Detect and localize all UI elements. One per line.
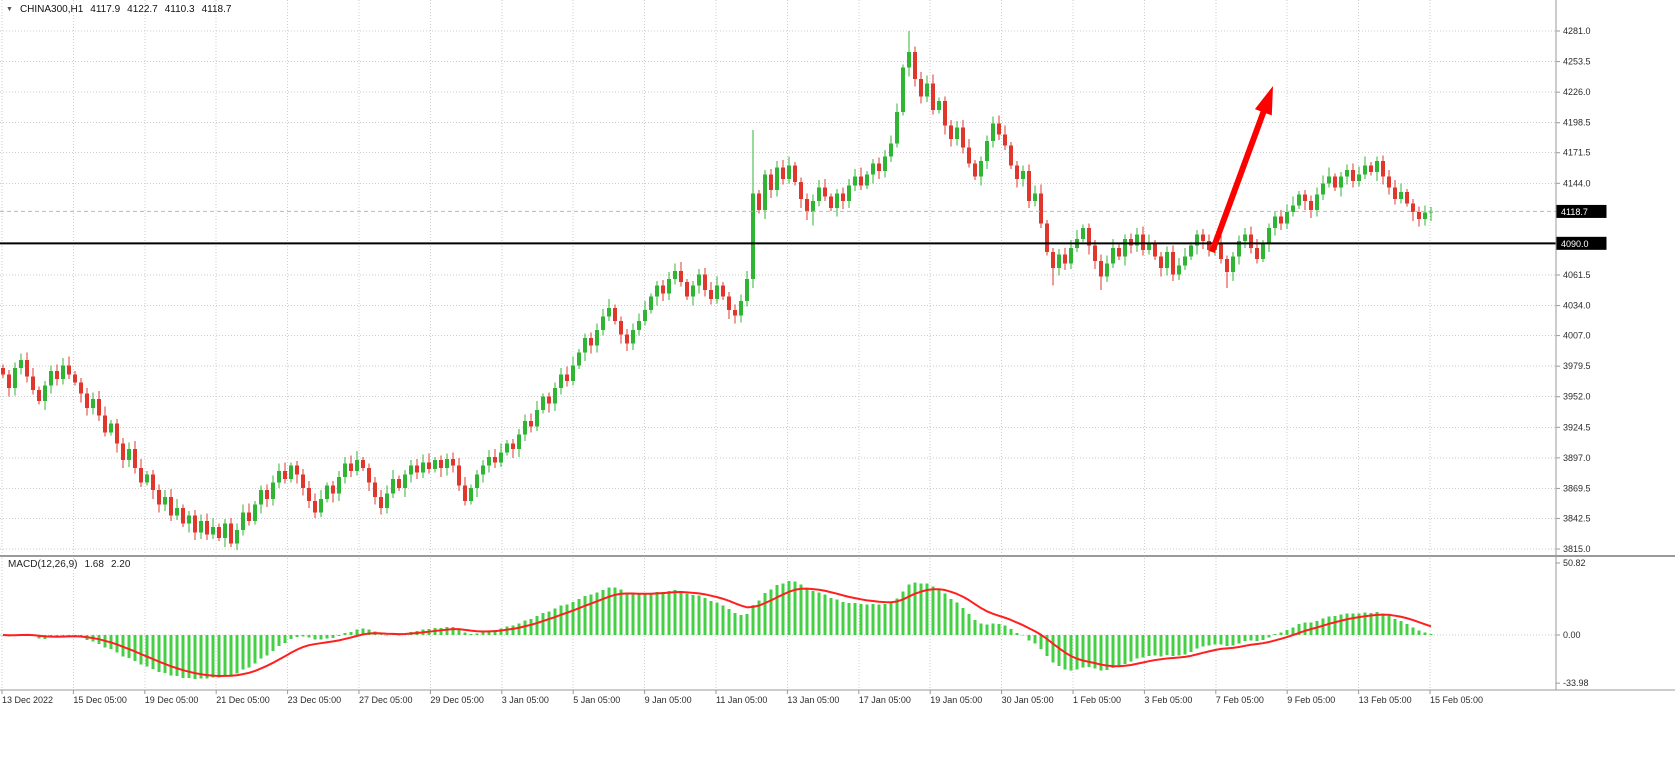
candlesticks bbox=[1, 31, 1433, 551]
svg-text:21 Dec 05:00: 21 Dec 05:00 bbox=[216, 695, 270, 705]
svg-text:9 Feb 05:00: 9 Feb 05:00 bbox=[1287, 695, 1335, 705]
svg-text:29 Dec 05:00: 29 Dec 05:00 bbox=[430, 695, 484, 705]
ohlc-open: 4117.9 bbox=[90, 4, 121, 15]
svg-text:13 Feb 05:00: 13 Feb 05:00 bbox=[1359, 695, 1412, 705]
svg-text:4281.0: 4281.0 bbox=[1563, 26, 1591, 36]
svg-text:4090.0: 4090.0 bbox=[1561, 239, 1589, 249]
svg-text:5 Jan 05:00: 5 Jan 05:00 bbox=[573, 695, 620, 705]
svg-text:30 Jan 05:00: 30 Jan 05:00 bbox=[1002, 695, 1054, 705]
svg-text:11 Jan 05:00: 11 Jan 05:00 bbox=[716, 695, 767, 705]
svg-text:13 Jan 05:00: 13 Jan 05:00 bbox=[787, 695, 839, 705]
indicator-label: MACD(12,26,9) 1.68 2.20 bbox=[8, 559, 130, 570]
indicator-signal-value: 2.20 bbox=[110, 559, 131, 570]
ohlc-high: 4122.7 bbox=[127, 4, 158, 15]
time-axis-labels: 13 Dec 2022 15 Dec 05:00 19 Dec 05:00 21 De… bbox=[1, 690, 1483, 705]
macd-signal-line bbox=[2, 587, 1432, 677]
symbol-info: ▼ CHINA300,H1 4117.9 4122.7 4110.3 4118.… bbox=[6, 4, 231, 15]
svg-text:27 Dec 05:00: 27 Dec 05:00 bbox=[359, 695, 413, 705]
ohlc-close: 4118.7 bbox=[201, 4, 232, 15]
price-tag-current: 4118.7 bbox=[1556, 204, 1607, 218]
svg-text:3924.5: 3924.5 bbox=[1563, 422, 1591, 432]
svg-text:4144.0: 4144.0 bbox=[1563, 178, 1591, 188]
svg-text:50.82: 50.82 bbox=[1563, 558, 1586, 568]
svg-text:4007.0: 4007.0 bbox=[1563, 331, 1591, 341]
price-axis-labels: 4281.0 4253.5 4226.0 4198.5 4171.5 4144.0 4061… bbox=[1556, 26, 1591, 688]
svg-text:1 Feb 05:00: 1 Feb 05:00 bbox=[1073, 695, 1121, 705]
svg-text:3979.5: 3979.5 bbox=[1563, 361, 1591, 371]
svg-text:3869.5: 3869.5 bbox=[1563, 483, 1591, 493]
svg-text:19 Jan 05:00: 19 Jan 05:00 bbox=[930, 695, 982, 705]
ohlc-low: 4110.3 bbox=[164, 4, 195, 15]
grid bbox=[0, 0, 1556, 690]
svg-text:3 Jan 05:00: 3 Jan 05:00 bbox=[502, 695, 549, 705]
svg-text:-33.98: -33.98 bbox=[1563, 678, 1589, 688]
indicator-name: MACD(12,26,9) bbox=[8, 559, 78, 570]
svg-text:15 Dec 05:00: 15 Dec 05:00 bbox=[73, 695, 127, 705]
svg-text:23 Dec 05:00: 23 Dec 05:00 bbox=[288, 695, 342, 705]
svg-text:3 Feb 05:00: 3 Feb 05:00 bbox=[1144, 695, 1192, 705]
svg-text:4171.5: 4171.5 bbox=[1563, 148, 1591, 158]
svg-text:3952.0: 3952.0 bbox=[1563, 392, 1591, 402]
svg-text:4118.7: 4118.7 bbox=[1561, 207, 1588, 217]
price-tag-level: 4090.0 bbox=[1556, 236, 1607, 250]
svg-text:0.00: 0.00 bbox=[1563, 630, 1581, 640]
indicator-macd-value: 1.68 bbox=[84, 559, 104, 570]
svg-text:15 Feb 05:00: 15 Feb 05:00 bbox=[1430, 695, 1483, 705]
trend-arrow-head[interactable] bbox=[1254, 86, 1273, 116]
svg-text:4226.0: 4226.0 bbox=[1563, 87, 1591, 97]
svg-text:17 Jan 05:00: 17 Jan 05:00 bbox=[859, 695, 911, 705]
svg-text:7 Feb 05:00: 7 Feb 05:00 bbox=[1216, 695, 1264, 705]
svg-text:4061.5: 4061.5 bbox=[1563, 270, 1591, 280]
svg-text:4198.5: 4198.5 bbox=[1563, 118, 1591, 128]
symbol-title: CHINA300,H1 bbox=[19, 4, 84, 15]
svg-text:3815.0: 3815.0 bbox=[1563, 544, 1591, 554]
trend-arrow-shaft[interactable] bbox=[1209, 107, 1268, 254]
symbol-dropdown-icon[interactable]: ▼ bbox=[6, 5, 13, 13]
svg-text:4034.0: 4034.0 bbox=[1563, 301, 1591, 311]
svg-text:19 Dec 05:00: 19 Dec 05:00 bbox=[145, 695, 199, 705]
svg-text:4253.5: 4253.5 bbox=[1563, 57, 1591, 67]
svg-text:13 Dec 2022: 13 Dec 2022 bbox=[2, 695, 53, 705]
macd-histogram bbox=[1, 581, 1433, 680]
svg-text:9 Jan 05:00: 9 Jan 05:00 bbox=[645, 695, 692, 705]
svg-text:3897.0: 3897.0 bbox=[1563, 453, 1591, 463]
svg-text:3842.5: 3842.5 bbox=[1563, 513, 1591, 523]
